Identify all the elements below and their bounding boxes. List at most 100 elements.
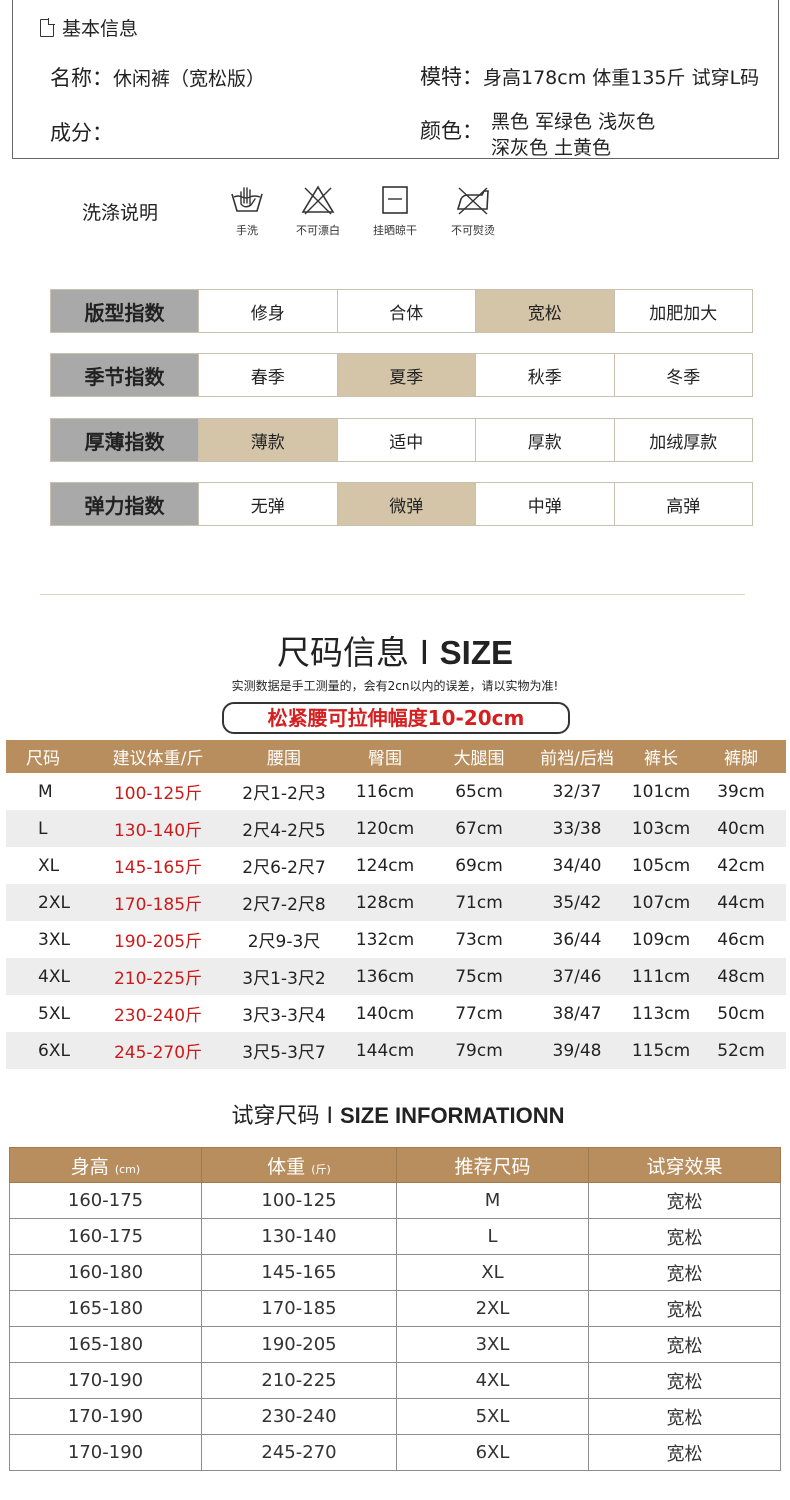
table-cell: 190-205 [201, 1326, 397, 1363]
table-cell: 165-180 [9, 1290, 202, 1327]
index-row-season: 季节指数 春季 夏季 秋季 冬季 [50, 353, 753, 397]
table-cell: 73cm [455, 929, 503, 950]
index-option: 夏季 [336, 354, 475, 396]
tryon-heading-cn: 试穿尺码 I [231, 1104, 340, 1129]
table-row: L 130-140斤 2尺4-2尺5 120cm 67cm 33/38 103cm 40cm [6, 810, 786, 847]
color-label: 颜色： [420, 119, 483, 143]
table-cell: 37/46 [552, 966, 602, 987]
tryon-header-unit: (cm) [114, 1162, 141, 1176]
table-cell: L [38, 818, 48, 839]
tryon-header-label: 试穿效果 [646, 1155, 723, 1178]
table-cell: 3尺1-3尺2 [242, 969, 326, 989]
table-cell: 2尺6-2尺7 [242, 858, 326, 878]
size-header-cell: 大腿围 [453, 749, 505, 769]
table-cell: 宽松 [588, 1434, 781, 1471]
table-cell: 245-270 [201, 1434, 397, 1471]
basic-info-box [12, 0, 779, 159]
tryon-header-label: 身高 [70, 1155, 109, 1178]
tryon-header-cell: 体重 (斤) [201, 1147, 397, 1183]
table-cell: 宽松 [588, 1290, 781, 1327]
size-heading-cn: 尺码信息 I [276, 633, 440, 672]
size-header-cell: 尺码 [26, 749, 60, 769]
tryon-header-cell: 推荐尺码 [396, 1147, 589, 1183]
table-cell: 5XL [38, 1003, 70, 1024]
model-value: 身高178cm 体重135斤 试穿L码 [483, 67, 760, 89]
index-option: 适中 [336, 419, 475, 461]
table-cell: 170-190 [9, 1434, 202, 1471]
table-cell: 6XL [396, 1434, 589, 1471]
table-cell: 36/44 [552, 929, 602, 950]
table-cell: 130-140斤 [113, 821, 203, 841]
index-option: 薄款 [198, 419, 337, 461]
table-cell: 160-180 [9, 1254, 202, 1291]
name-label: 名称： [50, 66, 113, 90]
table-cell: 2尺7-2尺8 [242, 895, 326, 915]
table-cell: 144cm [355, 1040, 415, 1061]
table-cell: 48cm [717, 966, 765, 987]
table-cell: 124cm [355, 855, 415, 876]
size-heading: 尺码信息 I SIZE [0, 626, 790, 674]
table-cell: 65cm [455, 781, 503, 802]
index-option: 秋季 [475, 354, 614, 396]
index-option: 加绒厚款 [613, 419, 752, 461]
table-cell: 160-175 [9, 1218, 202, 1255]
table-cell: 130-140 [201, 1218, 397, 1255]
tryon-table-header: 身高 (cm) 体重 (斤) 推荐尺码 试穿效果 [9, 1147, 781, 1183]
index-option: 宽松 [475, 290, 614, 332]
table-cell: 170-185斤 [113, 895, 203, 915]
table-cell: 101cm [631, 781, 691, 802]
table-row: 170-190 210-225 4XL 宽松 [9, 1362, 781, 1399]
table-cell: 3XL [396, 1326, 589, 1363]
table-cell: 116cm [355, 781, 415, 802]
index-option: 合体 [336, 290, 475, 332]
table-cell: 52cm [717, 1040, 765, 1061]
table-cell: M [38, 781, 53, 802]
index-option: 微弹 [336, 483, 475, 525]
table-cell: 2XL [38, 892, 70, 913]
table-cell: 38/47 [552, 1003, 602, 1024]
table-cell: 136cm [355, 966, 415, 987]
wash-item-no-iron: 不可熨烫 [428, 184, 518, 238]
index-option: 冬季 [613, 354, 752, 396]
table-row: 160-175 100-125 M 宽松 [9, 1182, 781, 1219]
table-cell: 宽松 [588, 1362, 781, 1399]
wash-item-line-dry: 挂晒晾干 [350, 184, 440, 238]
table-cell: 115cm [631, 1040, 691, 1061]
table-cell: 140cm [355, 1003, 415, 1024]
table-row: 3XL 190-205斤 2尺9-3尺 132cm 73cm 36/44 109cm 46cm [6, 921, 786, 958]
table-cell: 170-190 [9, 1398, 202, 1435]
hand-wash-icon [231, 187, 263, 212]
table-cell: 69cm [455, 855, 503, 876]
table-row: 6XL 245-270斤 3尺5-3尺7 144cm 79cm 39/48 115cm 52c… [6, 1032, 786, 1069]
wash-label: 挂晒晾干 [373, 224, 417, 237]
table-cell: 宽松 [588, 1218, 781, 1255]
table-cell: 210-225 [201, 1362, 397, 1399]
index-label: 季节指数 [51, 354, 198, 396]
model-info: 模特：身高178cm 体重135斤 试穿L码 [420, 61, 759, 91]
document-icon [40, 18, 55, 37]
table-cell: 190-205斤 [113, 932, 203, 952]
table-cell: 50cm [717, 1003, 765, 1024]
table-cell: 5XL [396, 1398, 589, 1435]
product-name: 名称：休闲裤（宽松版） [50, 62, 265, 92]
index-option: 无弹 [198, 483, 337, 525]
table-cell: 107cm [631, 892, 691, 913]
tryon-table-body: 160-175 100-125 M 宽松 160-175 130-140 L 宽松 160-18… [9, 1182, 781, 1471]
section-divider [40, 594, 745, 595]
table-cell: 宽松 [588, 1182, 781, 1219]
colors-line-2: 深灰色 土黄色 [491, 137, 612, 159]
no-bleach-icon [301, 185, 335, 215]
table-cell: 34/40 [552, 855, 602, 876]
size-header-cell: 前裆/后档 [540, 749, 614, 769]
table-cell: 109cm [631, 929, 691, 950]
table-row: 5XL 230-240斤 3尺3-3尺4 140cm 77cm 38/47 113cm 50c… [6, 995, 786, 1032]
table-cell: 宽松 [588, 1326, 781, 1363]
table-cell: 230-240 [201, 1398, 397, 1435]
index-row-fit: 版型指数 修身 合体 宽松 加肥加大 [50, 289, 753, 333]
basic-info-title: 基本信息 [40, 14, 138, 41]
index-label: 厚薄指数 [51, 419, 198, 461]
table-cell: 46cm [717, 929, 765, 950]
table-cell: 3尺3-3尺4 [242, 1006, 326, 1026]
table-row: 165-180 190-205 3XL 宽松 [9, 1326, 781, 1363]
index-row-thickness: 厚薄指数 薄款 适中 厚款 加绒厚款 [50, 418, 753, 462]
